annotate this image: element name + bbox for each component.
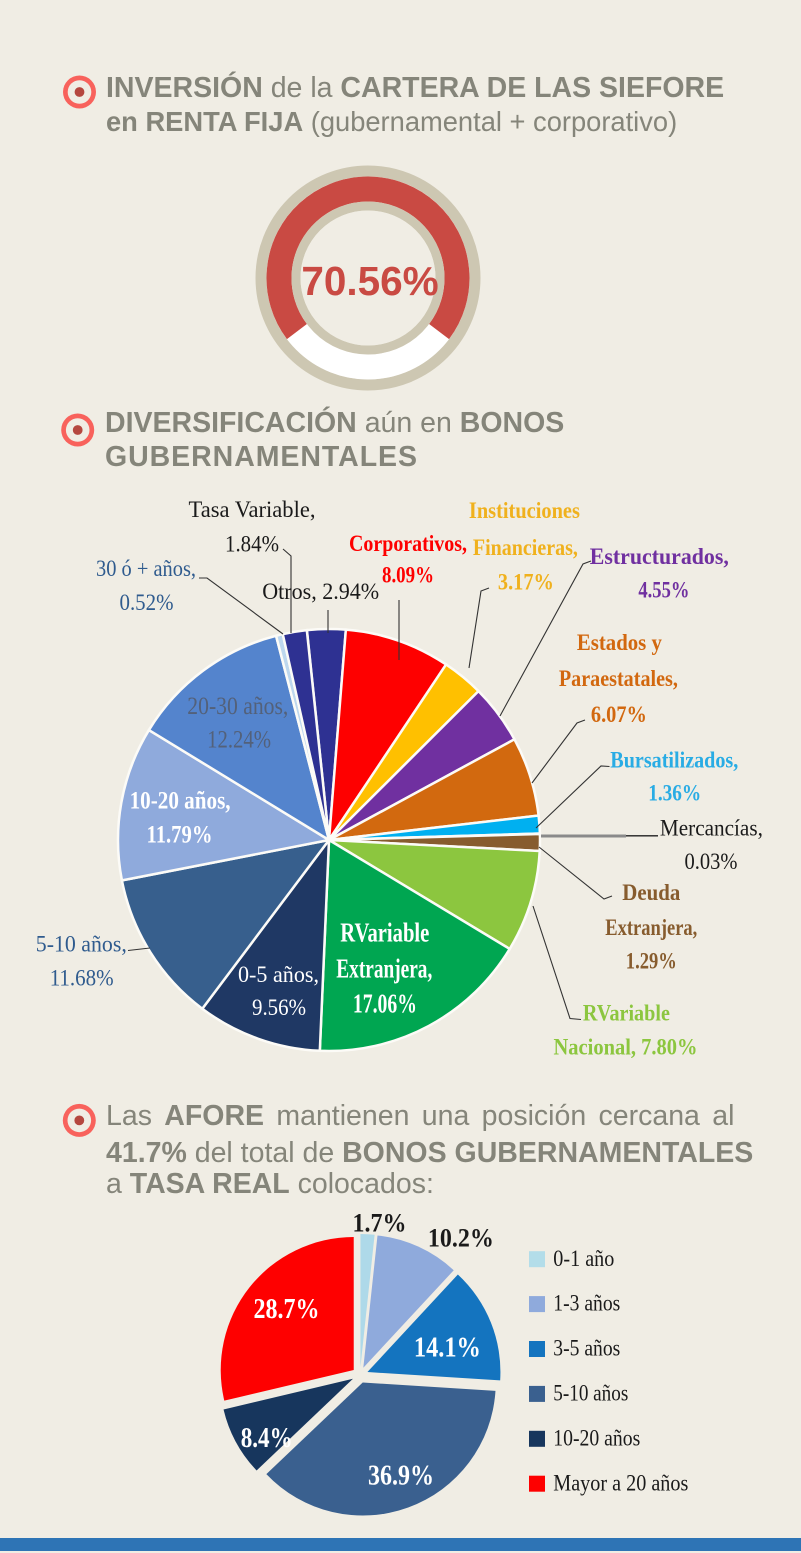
svg-text:8.4%: 8.4% <box>241 1422 293 1454</box>
svg-text:3-5 años: 3-5 años <box>553 1336 620 1361</box>
svg-text:0.03%: 0.03% <box>685 849 738 874</box>
svg-text:Corporativos,: Corporativos, <box>349 531 467 556</box>
svg-text:17.06%: 17.06% <box>353 988 417 1018</box>
svg-text:Deuda: Deuda <box>622 880 680 905</box>
svg-text:36.9%: 36.9% <box>368 1460 434 1492</box>
svg-text:0-1 año: 0-1 año <box>553 1246 614 1271</box>
svg-text:Nacional, 7.80%: Nacional, 7.80% <box>554 1034 698 1059</box>
svg-text:Financieras,: Financieras, <box>473 535 578 560</box>
svg-text:0.52%: 0.52% <box>120 590 174 615</box>
svg-text:1.84%: 1.84% <box>225 532 279 557</box>
svg-text:9.56%: 9.56% <box>252 995 306 1021</box>
svg-text:Extranjera,: Extranjera, <box>605 915 697 940</box>
svg-text:Extranjera,: Extranjera, <box>336 954 432 984</box>
svg-text:14.1%: 14.1% <box>414 1331 481 1363</box>
svg-text:5-10 años: 5-10 años <box>553 1381 628 1406</box>
svg-text:RVariable: RVariable <box>340 918 429 948</box>
svg-text:Estructurados,: Estructurados, <box>590 544 729 569</box>
svg-text:12.24%: 12.24% <box>207 727 271 754</box>
svg-text:Estados y: Estados y <box>577 630 662 655</box>
svg-text:1.7%: 1.7% <box>353 1209 407 1238</box>
svg-text:Bursatilizados,: Bursatilizados, <box>610 748 738 773</box>
svg-text:30 ó + años,: 30 ó + años, <box>96 556 196 581</box>
svg-text:4.55%: 4.55% <box>638 578 689 603</box>
svg-text:1.36%: 1.36% <box>648 781 701 806</box>
svg-text:RVariable: RVariable <box>583 1001 670 1026</box>
svg-text:5-10 años,: 5-10 años, <box>36 932 127 957</box>
svg-text:1-3 años: 1-3 años <box>553 1291 620 1316</box>
svg-text:Tasa Variable,: Tasa Variable, <box>189 497 316 522</box>
svg-text:Otros, 2.94%: Otros, 2.94% <box>262 579 379 604</box>
svg-text:11.68%: 11.68% <box>50 966 114 991</box>
svg-text:Instituciones: Instituciones <box>469 498 580 523</box>
svg-text:11.79%: 11.79% <box>147 822 213 849</box>
svg-text:10-20 años: 10-20 años <box>553 1425 640 1450</box>
svg-text:Mayor a 20 años: Mayor a 20 años <box>553 1470 688 1495</box>
svg-text:1.29%: 1.29% <box>626 949 677 974</box>
svg-text:8.09%: 8.09% <box>382 563 434 588</box>
svg-text:0-5 años,: 0-5 años, <box>238 962 319 988</box>
svg-text:Paraestatales,: Paraestatales, <box>559 666 678 691</box>
svg-text:10.2%: 10.2% <box>428 1224 494 1253</box>
svg-text:20-30 años,: 20-30 años, <box>187 693 288 720</box>
svg-text:28.7%: 28.7% <box>254 1293 320 1325</box>
svg-text:6.07%: 6.07% <box>591 702 647 727</box>
svg-text:3.17%: 3.17% <box>498 570 554 595</box>
svg-text:Mercancías,: Mercancías, <box>660 815 763 840</box>
svg-text:10-20 años,: 10-20 años, <box>130 788 231 815</box>
